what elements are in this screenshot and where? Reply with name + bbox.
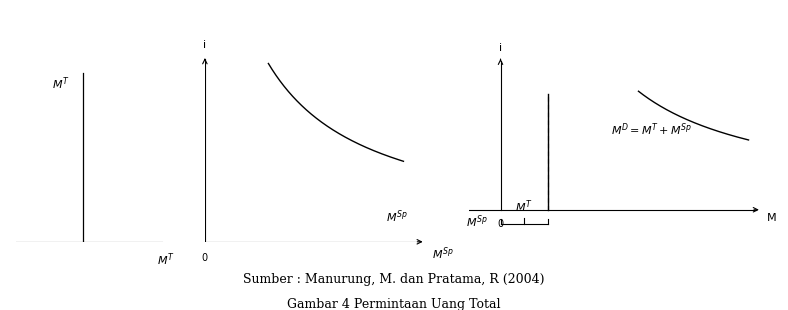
Text: $M^{Sp}$: $M^{Sp}$ [386,209,407,225]
Text: $M^{Sp}$: $M^{Sp}$ [466,213,488,230]
Text: 0: 0 [497,219,504,229]
Text: i: i [203,40,206,50]
Text: i: i [499,43,502,53]
Text: 0: 0 [202,253,208,263]
Text: $M^T$: $M^T$ [515,198,533,215]
Text: $M^{Sp}$: $M^{Sp}$ [432,246,454,262]
Text: Sumber : Manurung, M. dan Pratama, R (2004): Sumber : Manurung, M. dan Pratama, R (20… [243,273,545,286]
Text: M: M [767,213,777,223]
Text: $M^T$: $M^T$ [157,251,174,268]
Text: $M^D = M^T + M^{Sp}$: $M^D = M^T + M^{Sp}$ [611,122,693,138]
Text: $M^T$: $M^T$ [52,76,69,92]
Text: Gambar 4 Permintaan Uang Total: Gambar 4 Permintaan Uang Total [288,298,500,310]
